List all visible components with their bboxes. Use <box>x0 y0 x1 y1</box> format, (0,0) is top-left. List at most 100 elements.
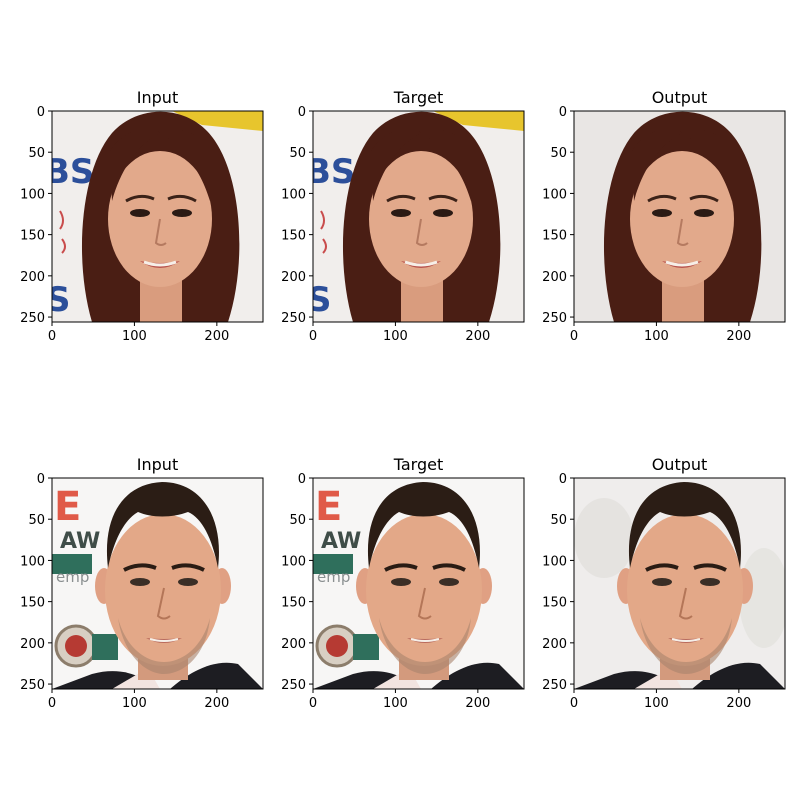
backdrop-green-band <box>92 634 118 660</box>
y-tick-label: 0 <box>559 472 567 487</box>
y-tick-label: 100 <box>20 187 45 202</box>
panel-input: Input BS S 0 100 200 0 50 100 150 200 250 <box>20 88 264 344</box>
backdrop-logo-mark: E <box>315 484 342 530</box>
row-woman: Input BS S 0 100 200 0 50 100 150 200 250 Target BS S 0… <box>20 88 786 344</box>
axes-frame <box>573 477 786 690</box>
x-tick-label: 100 <box>122 696 147 711</box>
right-eye <box>700 578 720 586</box>
hair-fringe-left <box>371 127 421 201</box>
x-tick-label: 0 <box>570 329 578 344</box>
y-tick-label: 250 <box>20 311 45 326</box>
teeth <box>143 260 177 267</box>
hair-fringe-left <box>632 127 682 201</box>
x-tick-label: 0 <box>309 329 317 344</box>
panel-title: Input <box>137 88 178 107</box>
face-photo: EAW emp <box>52 478 263 689</box>
left-brow <box>123 563 157 572</box>
backdrop-logo-mark: AW <box>60 529 100 554</box>
nose <box>415 218 428 246</box>
y-tick-label: 100 <box>20 554 45 569</box>
left-eye <box>391 209 411 217</box>
x-tick-label: 0 <box>48 696 56 711</box>
face-photo: EAW emp <box>313 478 524 689</box>
backdrop-logo-mark: E <box>54 484 81 530</box>
x-tick-label: 200 <box>726 696 751 711</box>
hair-fringe-right <box>682 129 734 201</box>
backdrop-green-band <box>353 634 379 660</box>
y-tick-label: 250 <box>281 678 306 693</box>
y-tick-label: 50 <box>28 146 45 161</box>
suit-right <box>692 662 785 689</box>
y-tick-label: 200 <box>542 270 567 285</box>
backdrop-seal-center <box>65 635 87 657</box>
left-brow <box>386 194 416 203</box>
face-photo <box>574 478 785 689</box>
nose <box>154 218 167 246</box>
left-eye <box>652 578 672 586</box>
x-tick-label: 100 <box>644 329 669 344</box>
face-photo: BS S <box>313 111 524 322</box>
panel-input: Input EAW emp 0 100 200 0 50 100 150 200 250 <box>20 455 264 711</box>
hair-fringe-right <box>160 129 212 201</box>
y-tick-label: 200 <box>20 270 45 285</box>
y-tick-label: 100 <box>281 187 306 202</box>
axes-frame <box>573 110 786 323</box>
stubble <box>118 618 210 674</box>
backdrop-green-band <box>313 554 353 574</box>
backdrop-logo-mark: S <box>46 280 71 320</box>
x-tick-label: 200 <box>726 329 751 344</box>
background-smudge <box>574 498 634 578</box>
backdrop-green-band <box>52 554 92 574</box>
background-smudge <box>739 548 785 648</box>
nose <box>417 587 432 620</box>
y-tick-label: 150 <box>542 229 567 244</box>
backdrop-yellow-strip <box>172 111 263 131</box>
right-brow <box>167 194 197 203</box>
nose <box>676 218 689 246</box>
hair <box>367 482 480 568</box>
backdrop-yellow-strip <box>433 111 524 131</box>
face-photo: BS S <box>46 111 263 322</box>
panel-target: Target BS S 0 100 200 0 50 100 150 200 250 <box>281 88 525 344</box>
y-tick-label: 150 <box>281 229 306 244</box>
y-tick-label: 0 <box>298 105 306 120</box>
y-tick-label: 100 <box>542 187 567 202</box>
y-tick-label: 250 <box>281 311 306 326</box>
x-tick-label: 0 <box>48 329 56 344</box>
left-eye <box>130 578 150 586</box>
right-brow <box>693 563 727 572</box>
y-tick-label: 50 <box>28 513 45 528</box>
y-tick-label: 200 <box>281 270 306 285</box>
panel-title: Input <box>137 455 178 474</box>
panel-title: Target <box>393 88 444 107</box>
x-tick-label: 0 <box>570 696 578 711</box>
hair <box>628 482 741 568</box>
panel-title: Output <box>652 88 708 107</box>
y-tick-label: 0 <box>298 472 306 487</box>
suit-right <box>431 662 524 689</box>
right-eye <box>694 209 714 217</box>
left-brow <box>384 563 418 572</box>
stubble <box>379 618 471 674</box>
right-eye <box>439 578 459 586</box>
teeth <box>665 260 699 267</box>
x-tick-label: 100 <box>383 329 408 344</box>
x-tick-label: 100 <box>383 696 408 711</box>
axes-frame <box>312 477 525 690</box>
teeth <box>404 260 438 267</box>
x-tick-label: 200 <box>204 696 229 711</box>
right-brow <box>428 194 458 203</box>
panel-title: Target <box>393 455 444 474</box>
panel-output: Output 0 100 200 0 50 100 150 200 250 <box>542 88 786 344</box>
left-eye <box>652 209 672 217</box>
backdrop-red-mark <box>320 210 327 254</box>
y-tick-label: 200 <box>542 637 567 652</box>
suit-right <box>170 662 263 689</box>
y-tick-label: 100 <box>281 554 306 569</box>
left-brow <box>645 563 679 572</box>
backdrop-seal-center <box>326 635 348 657</box>
y-tick-label: 200 <box>20 637 45 652</box>
teeth <box>410 638 440 642</box>
panel-output: Output 0 100 200 0 50 100 150 200 250 <box>542 455 786 711</box>
